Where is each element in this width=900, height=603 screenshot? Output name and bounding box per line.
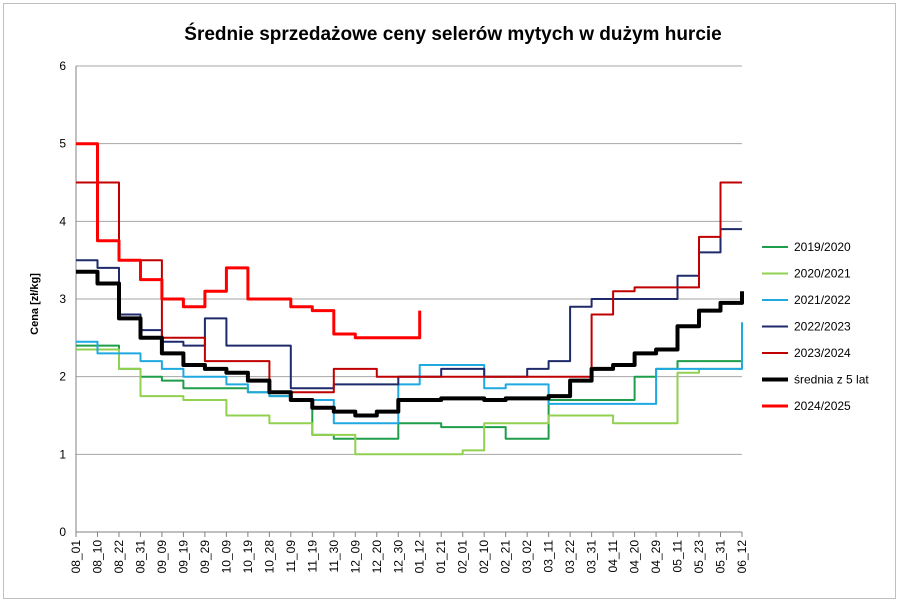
x-tick-label: 11_09 (284, 540, 298, 573)
x-tick-label: 10_19 (241, 540, 255, 574)
series-layer (76, 142, 744, 456)
legend-label: średnia z 5 lat (794, 373, 869, 387)
x-tick-label: 12_30 (391, 540, 405, 574)
x-tick-label: 09_09 (155, 540, 169, 574)
x-tick-label: 02_01 (456, 540, 470, 574)
x-tick-label: 12_20 (370, 540, 384, 574)
x-tick-label: 02_10 (477, 540, 491, 574)
series-line (76, 322, 743, 425)
y-tick-label: 3 (59, 292, 66, 306)
x-tick-label: 08_31 (133, 540, 147, 574)
x-tick-label: 04_11 (606, 540, 620, 573)
legend-label: 2022/2023 (794, 320, 851, 334)
x-tick-label: 08_22 (112, 540, 126, 574)
x-tick-label: 09_19 (176, 540, 190, 574)
x-tick-label: 03_02 (520, 540, 534, 574)
y-tick-label: 1 (59, 447, 66, 461)
x-tick-label: 05_23 (692, 540, 706, 574)
series-line (76, 344, 742, 440)
series-line (76, 269, 744, 418)
x-tick-label: 02_21 (499, 540, 513, 574)
y-tick-label: 5 (59, 137, 66, 151)
x-tick-label: 04_29 (649, 540, 663, 574)
legend-label: 2023/2024 (794, 346, 851, 360)
x-tick-label: 12_09 (348, 540, 362, 574)
legend-label: 2024/2025 (794, 399, 851, 413)
x-tick-label: 04_20 (628, 540, 642, 574)
x-tick-label: 10_28 (262, 540, 276, 574)
y-tick-label: 2 (59, 370, 66, 384)
x-tick-label: 05_11 (671, 540, 685, 573)
x-tick-label: 11_30 (327, 540, 341, 573)
chart-frame: Średnie sprzedażowe ceny selerów mytych … (3, 3, 896, 599)
x-tick-label: 05_31 (714, 540, 728, 574)
y-tick-label: 6 (59, 59, 66, 73)
series-line (76, 348, 742, 456)
x-tick-label: 08_01 (69, 540, 83, 574)
x-tick-label: 03_11 (542, 540, 556, 573)
x-tick-label: 01_12 (413, 540, 427, 574)
x-tick-label: 10_09 (219, 540, 233, 574)
y-tick-labels: 0 1 2 3 4 5 6 (59, 59, 66, 539)
x-tick-label: 01_21 (434, 540, 448, 574)
grid-layer (75, 65, 743, 537)
x-tick-label: 08_10 (90, 540, 104, 574)
x-tick-label: 03_22 (563, 540, 577, 574)
chart-title: Średnie sprzedażowe ceny selerów mytych … (184, 23, 721, 45)
chart-svg: Średnie sprzedażowe ceny selerów mytych … (29, 23, 869, 574)
y-tick-label: 0 (59, 525, 66, 539)
x-tick-labels: 08_01 08_10 08_22 08_31 09_09 09_19 09_29 10_09… (69, 540, 749, 574)
y-axis-label: Cena [zł/kg] (29, 273, 41, 335)
x-tick-label: 03_31 (585, 540, 599, 574)
series-line (76, 181, 742, 394)
series-line (76, 228, 742, 390)
y-tick-label: 4 (59, 214, 66, 228)
series-line (76, 142, 422, 340)
legend-label: 2020/2021 (794, 267, 851, 281)
x-tick-label: 11_19 (305, 540, 319, 573)
legend-label: 2021/2022 (794, 293, 851, 307)
legend: 2019/2020 2020/2021 2021/2022 2022/2023 2023… (762, 240, 869, 413)
x-tick-label: 09_29 (198, 540, 212, 574)
x-tick-label: 06_12 (735, 540, 749, 574)
legend-label: 2019/2020 (794, 240, 851, 254)
